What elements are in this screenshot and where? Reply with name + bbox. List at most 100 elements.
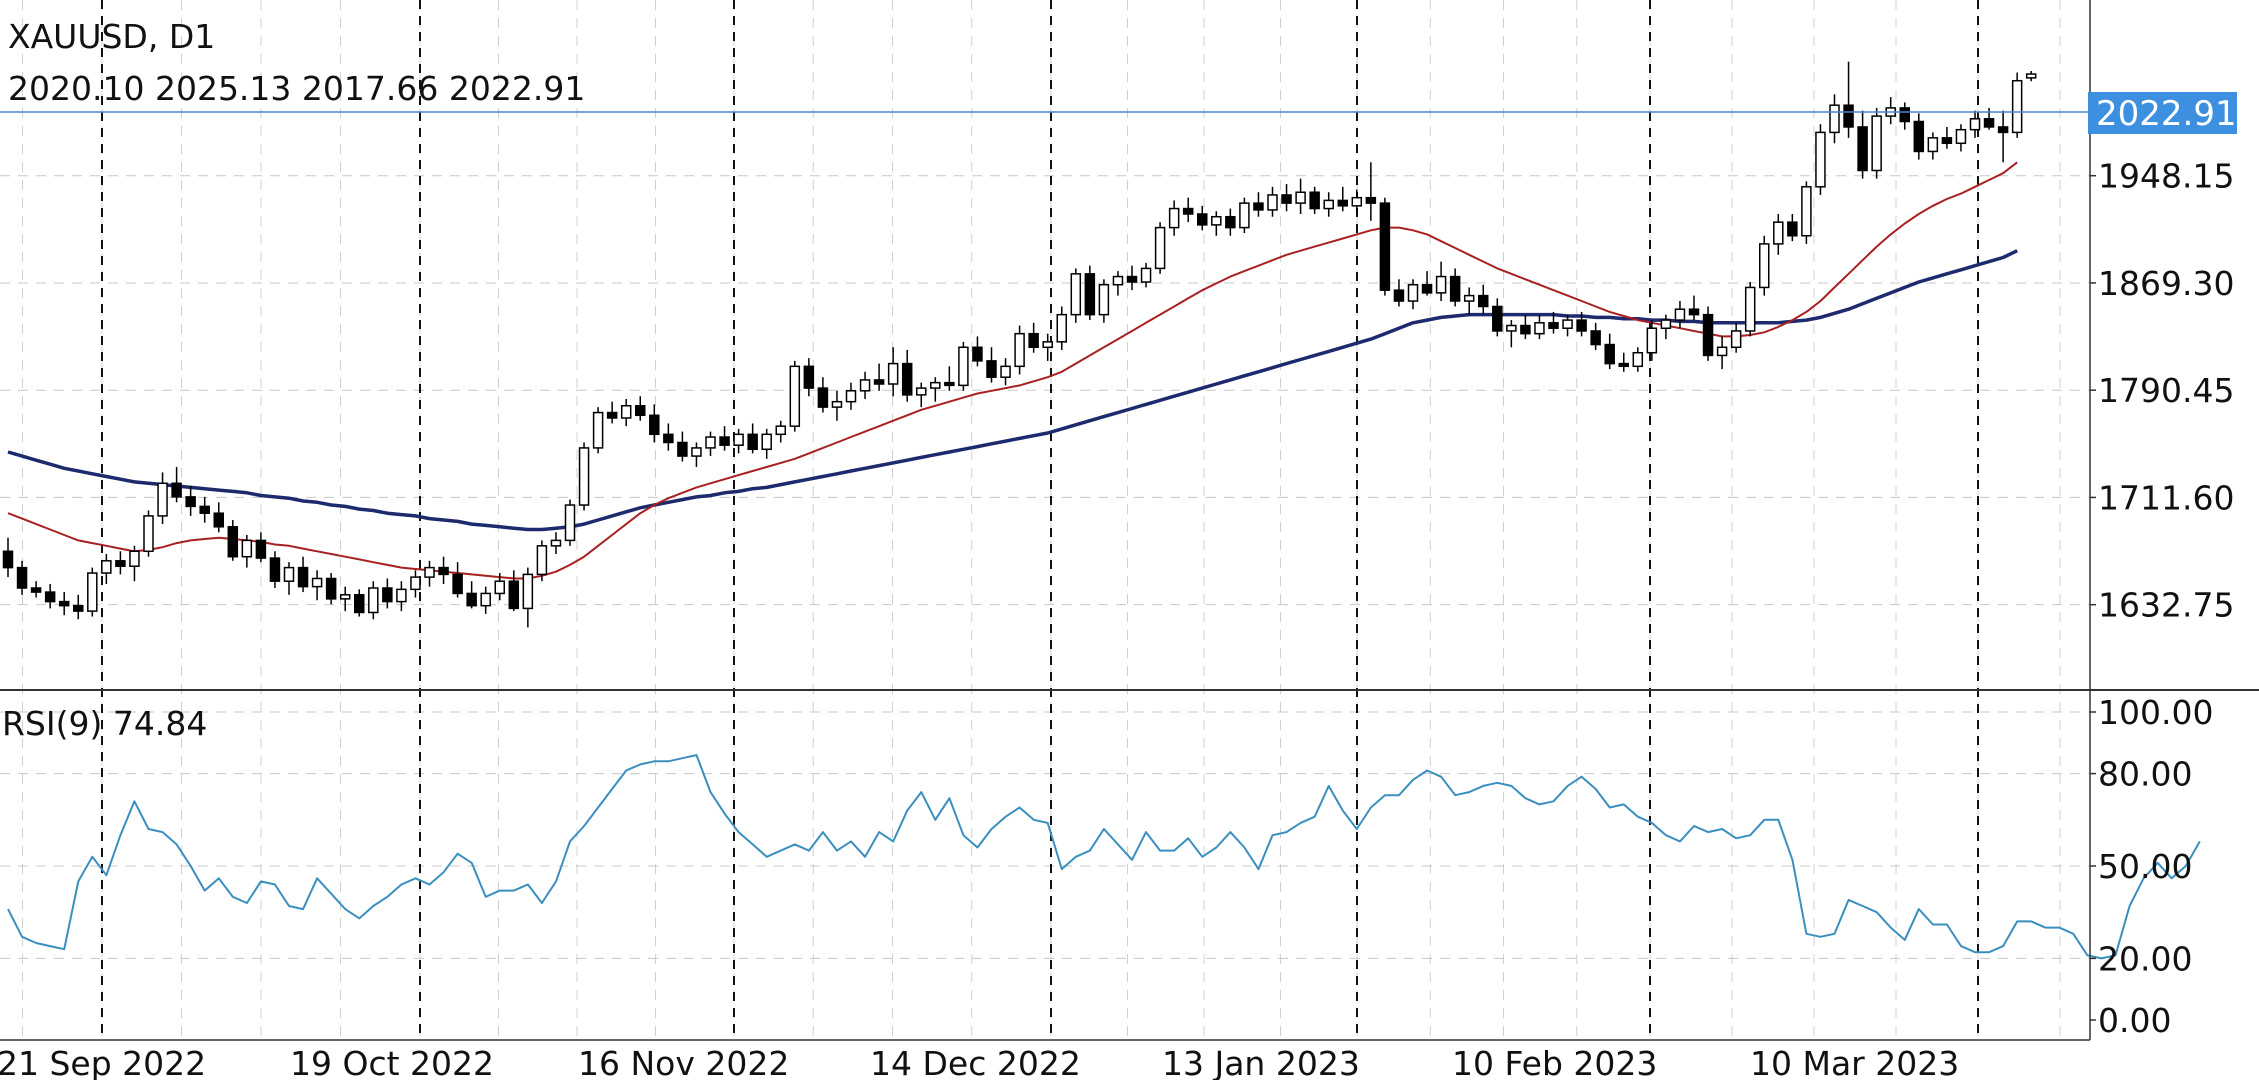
candle[interactable]	[901, 350, 913, 402]
candle[interactable]	[1379, 197, 1391, 296]
candle[interactable]	[2025, 71, 2037, 82]
candle[interactable]	[831, 390, 843, 421]
candle[interactable]	[1154, 222, 1166, 274]
candle[interactable]	[1197, 205, 1208, 231]
candle[interactable]	[185, 486, 196, 516]
candle[interactable]	[845, 382, 857, 410]
candle[interactable]	[2, 537, 14, 578]
candle[interactable]	[1773, 214, 1784, 255]
candle[interactable]	[536, 540, 548, 582]
candle[interactable]	[1028, 322, 1039, 353]
candle[interactable]	[1843, 61, 1854, 138]
candle[interactable]	[1744, 282, 1756, 337]
candle[interactable]	[1267, 186, 1278, 217]
candle[interactable]	[1618, 352, 1629, 372]
candle[interactable]	[789, 360, 801, 432]
candle[interactable]	[1899, 102, 1910, 130]
candle[interactable]	[311, 570, 323, 601]
candle[interactable]	[410, 570, 421, 598]
candle[interactable]	[283, 562, 295, 595]
candle[interactable]	[649, 404, 660, 443]
candle[interactable]	[1478, 284, 1489, 315]
candle[interactable]	[1829, 94, 1840, 144]
candle[interactable]	[1295, 178, 1306, 214]
candle[interactable]	[1253, 192, 1264, 217]
candle[interactable]	[986, 347, 997, 383]
candle[interactable]	[227, 520, 239, 561]
candle[interactable]	[578, 442, 590, 511]
candle[interactable]	[606, 401, 618, 424]
candle[interactable]	[1562, 314, 1573, 337]
candle[interactable]	[44, 583, 56, 609]
candle[interactable]	[930, 377, 941, 402]
candle[interactable]	[1576, 311, 1587, 337]
candle[interactable]	[691, 442, 702, 467]
candle[interactable]	[958, 341, 969, 391]
candle[interactable]	[1056, 306, 1067, 350]
candle[interactable]	[438, 556, 449, 584]
candle[interactable]	[1407, 279, 1419, 310]
candle[interactable]	[1646, 320, 1658, 361]
candle[interactable]	[916, 382, 927, 408]
candle[interactable]	[213, 502, 224, 533]
candle[interactable]	[382, 578, 393, 609]
candle[interactable]	[1702, 306, 1714, 361]
candle[interactable]	[1225, 208, 1236, 236]
candle[interactable]	[129, 545, 140, 582]
candle[interactable]	[1548, 311, 1559, 334]
candle[interactable]	[1126, 265, 1138, 291]
candle[interactable]	[1365, 162, 1377, 221]
candle[interactable]	[522, 567, 534, 628]
candle[interactable]	[508, 570, 520, 612]
candle[interactable]	[297, 556, 309, 593]
candle[interactable]	[101, 554, 112, 584]
candle[interactable]	[761, 428, 772, 459]
candle[interactable]	[16, 560, 28, 595]
candle[interactable]	[1955, 124, 1967, 152]
candle[interactable]	[719, 426, 730, 451]
candle[interactable]	[1070, 268, 1082, 323]
candle[interactable]	[269, 551, 281, 588]
candle[interactable]	[775, 420, 786, 443]
candle[interactable]	[1014, 325, 1025, 375]
candle[interactable]	[1913, 113, 1925, 160]
candle[interactable]	[564, 499, 576, 546]
candle[interactable]	[1801, 181, 1812, 244]
candle[interactable]	[339, 586, 351, 612]
candle[interactable]	[199, 496, 210, 523]
candle[interactable]	[705, 431, 716, 457]
candle[interactable]	[30, 581, 42, 598]
candle[interactable]	[1337, 186, 1348, 212]
candle[interactable]	[1309, 186, 1320, 214]
candle[interactable]	[1604, 333, 1615, 370]
candle[interactable]	[1239, 197, 1250, 234]
candle[interactable]	[1716, 336, 1728, 370]
candle[interactable]	[1590, 322, 1601, 350]
candle[interactable]	[58, 592, 70, 616]
time-axis[interactable]: 21 Sep 2022 19 Oct 2022 16 Nov 2022 14 Dec …	[0, 1044, 1959, 1080]
candle[interactable]	[1351, 189, 1363, 214]
candle[interactable]	[1421, 271, 1433, 296]
candle[interactable]	[592, 407, 604, 454]
candle[interactable]	[466, 581, 477, 609]
candle[interactable]	[143, 510, 154, 557]
candle[interactable]	[115, 551, 126, 575]
candle[interactable]	[255, 532, 267, 563]
candle[interactable]	[1463, 287, 1475, 315]
candle[interactable]	[1506, 320, 1517, 348]
candle[interactable]	[1534, 314, 1545, 340]
candle[interactable]	[494, 573, 505, 601]
candle[interactable]	[1281, 184, 1292, 212]
candle[interactable]	[325, 573, 337, 605]
candle[interactable]	[368, 581, 379, 620]
candle[interactable]	[396, 581, 407, 612]
candle[interactable]	[1323, 192, 1334, 217]
candle[interactable]	[733, 428, 744, 454]
candle[interactable]	[944, 366, 955, 391]
candle[interactable]	[1815, 124, 1826, 195]
candle[interactable]	[1632, 347, 1644, 372]
candle[interactable]	[424, 560, 435, 587]
candle[interactable]	[1449, 268, 1461, 307]
candle[interactable]	[663, 423, 674, 451]
candle[interactable]	[677, 431, 688, 462]
